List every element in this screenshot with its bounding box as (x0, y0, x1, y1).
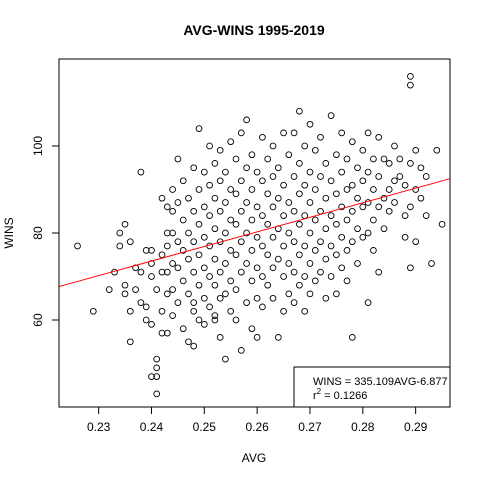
x-tick-label: 0.27 (298, 420, 322, 434)
y-tick-label: 100 (31, 136, 45, 156)
x-tick-label: 0.25 (193, 420, 217, 434)
y-tick-label: 60 (31, 313, 45, 327)
legend-r-value: = 0.1266 (321, 390, 367, 402)
y-axis-label: WINS (2, 217, 16, 248)
x-axis-label: AVG (242, 451, 266, 465)
legend-equation: WINS = 335.109AVG-6.877 (313, 376, 448, 388)
x-tick-label: 0.24 (140, 420, 164, 434)
legend: WINS = 335.109AVG-6.877 r2 = 0.1266 (294, 367, 450, 407)
y-tick-label: 80 (31, 226, 45, 240)
x-tick-label: 0.26 (245, 420, 269, 434)
x-tick-label: 0.28 (351, 420, 375, 434)
legend-r-squared: r2 = 0.1266 (313, 387, 367, 402)
x-tick-label: 0.23 (87, 420, 111, 434)
chart-title: AVG-WINS 1995-2019 (183, 22, 325, 38)
x-tick-label: 0.29 (404, 420, 428, 434)
